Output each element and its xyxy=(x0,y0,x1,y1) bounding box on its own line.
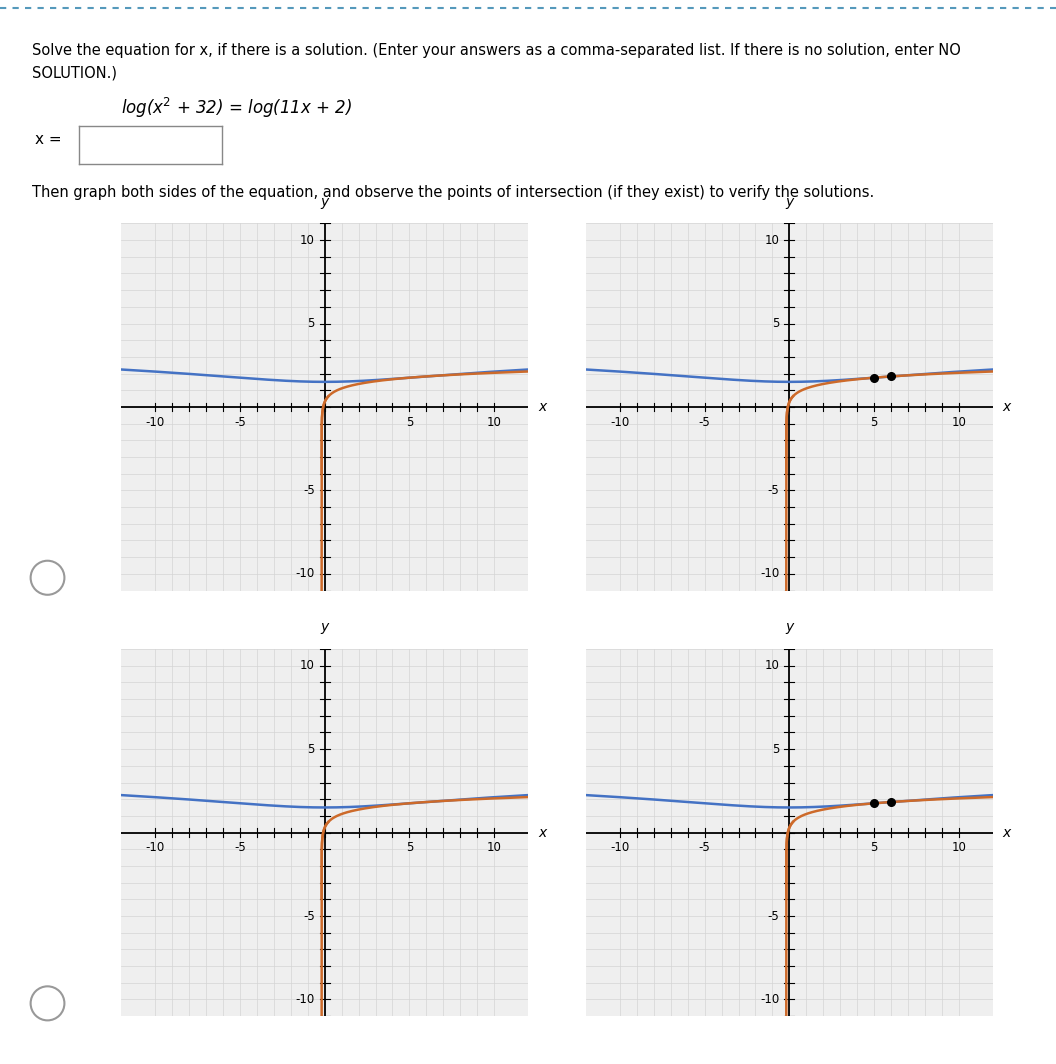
Text: -5: -5 xyxy=(234,416,246,429)
Text: 5: 5 xyxy=(772,743,779,755)
Text: log(x$^2$ + 32) = log(11x + 2): log(x$^2$ + 32) = log(11x + 2) xyxy=(121,96,353,120)
Text: -10: -10 xyxy=(760,993,779,1005)
Text: 5: 5 xyxy=(307,743,315,755)
Text: Then graph both sides of the equation, and observe the points of intersection (i: Then graph both sides of the equation, a… xyxy=(32,185,874,200)
Text: y: y xyxy=(786,620,793,634)
Text: -5: -5 xyxy=(699,416,711,429)
Text: 5: 5 xyxy=(870,842,878,854)
Text: y: y xyxy=(786,195,793,209)
Text: 10: 10 xyxy=(487,842,502,854)
Text: -5: -5 xyxy=(234,842,246,854)
Text: -5: -5 xyxy=(303,910,315,922)
Text: -5: -5 xyxy=(768,910,779,922)
Text: y: y xyxy=(321,195,328,209)
Text: 5: 5 xyxy=(772,317,779,330)
Text: -5: -5 xyxy=(303,484,315,497)
Text: -10: -10 xyxy=(146,842,165,854)
Text: 5: 5 xyxy=(406,416,413,429)
Text: -5: -5 xyxy=(768,484,779,497)
Text: y: y xyxy=(321,620,328,634)
Text: -10: -10 xyxy=(296,993,315,1005)
Text: 10: 10 xyxy=(765,660,779,672)
Text: x: x xyxy=(539,400,546,414)
Text: x: x xyxy=(1003,400,1011,414)
Text: -10: -10 xyxy=(610,842,629,854)
Text: 10: 10 xyxy=(487,416,502,429)
Text: x =: x = xyxy=(35,132,61,147)
Text: 10: 10 xyxy=(951,842,966,854)
Text: 5: 5 xyxy=(406,842,413,854)
Text: 10: 10 xyxy=(300,234,315,247)
Text: -10: -10 xyxy=(610,416,629,429)
Text: -10: -10 xyxy=(296,567,315,580)
Text: SOLUTION.): SOLUTION.) xyxy=(32,66,116,81)
Text: x: x xyxy=(539,826,546,839)
Text: x: x xyxy=(1003,826,1011,839)
Text: 5: 5 xyxy=(870,416,878,429)
Text: 10: 10 xyxy=(300,660,315,672)
Text: Solve the equation for x, if there is a solution. (Enter your answers as a comma: Solve the equation for x, if there is a … xyxy=(32,43,961,57)
Text: -10: -10 xyxy=(146,416,165,429)
Text: 10: 10 xyxy=(765,234,779,247)
Text: 5: 5 xyxy=(307,317,315,330)
Text: -5: -5 xyxy=(699,842,711,854)
Text: 10: 10 xyxy=(951,416,966,429)
Text: -10: -10 xyxy=(760,567,779,580)
